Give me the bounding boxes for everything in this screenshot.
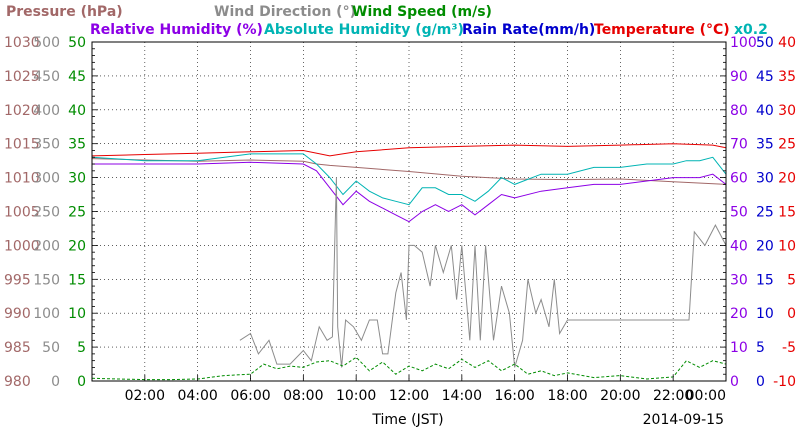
tick-label-humidity: 30 [730, 272, 748, 288]
tick-label-temperature: 40 [778, 35, 796, 51]
tick-label-pressure: 995 [4, 272, 31, 288]
tick-label-humidity: 70 [730, 137, 748, 153]
tick-label-temperature: 35 [778, 69, 796, 85]
series-line-wind_speed [91, 356, 727, 381]
tick-label-humidity: 90 [730, 69, 748, 85]
tick-label-temperature: 25 [778, 137, 796, 153]
tick-label-rain_rate: 50 [756, 35, 774, 51]
legend: Pressure (hPa) Wind Direction (°)Wind Spe… [6, 4, 768, 38]
legend-label: Pressure (hPa) [6, 4, 123, 20]
tick-label-pressure: 1005 [4, 205, 40, 221]
series-line-pressure [91, 158, 727, 185]
legend-label: Temperature (°C) [594, 22, 730, 38]
tick-label-wind_direction: 400 [33, 103, 60, 119]
series-line-wind_direction [239, 177, 727, 368]
tick-label-humidity: 10 [730, 340, 748, 356]
tick-label-rain_rate: 20 [756, 238, 774, 254]
tick-label-pressure: 1030 [4, 35, 40, 51]
x-tick-label: 00:00 [686, 388, 726, 404]
legend-label: Wind Speed (m/s) [352, 4, 492, 20]
tick-label-wind_direction: 350 [33, 137, 60, 153]
tick-label-pressure: 990 [4, 306, 31, 322]
tick-label-wind_speed: 50 [68, 35, 86, 51]
tick-label-temperature: 0 [787, 306, 796, 322]
tick-label-humidity: 100 [730, 35, 757, 51]
tick-label-wind_speed: 5 [77, 340, 86, 356]
tick-label-rain_rate: 45 [756, 69, 774, 85]
tick-label-wind_speed: 15 [68, 272, 86, 288]
tick-label-humidity: 40 [730, 238, 748, 254]
series-layer [91, 143, 727, 382]
x-tick-label: 08:00 [283, 388, 323, 404]
x-tick-label: 22:00 [653, 388, 693, 404]
tick-label-temperature: -10 [773, 374, 796, 390]
x-tick-label: 02:00 [125, 388, 165, 404]
tick-label-wind_direction: 100 [33, 306, 60, 322]
x-tick-label: 10:00 [336, 388, 376, 404]
tick-label-rain_rate: 5 [756, 340, 765, 356]
tick-label-pressure: 980 [4, 374, 31, 390]
tick-label-humidity: 0 [730, 374, 739, 390]
tick-label-pressure: 1025 [4, 69, 40, 85]
x-tick-label: 20:00 [600, 388, 640, 404]
x-tick-label: 04:00 [177, 388, 217, 404]
tick-label-humidity: 20 [730, 306, 748, 322]
tick-label-humidity: 50 [730, 205, 748, 221]
tick-label-wind_speed: 40 [68, 103, 86, 119]
tick-label-pressure: 1015 [4, 137, 40, 153]
tick-label-humidity: 60 [730, 171, 748, 187]
series-line-humidity [91, 153, 727, 206]
tick-label-rain_rate: 25 [756, 205, 774, 221]
tick-label-wind_direction: 300 [33, 171, 60, 187]
tick-label-rain_rate: 30 [756, 171, 774, 187]
tick-label-rain_rate: 15 [756, 272, 774, 288]
tick-label-wind_speed: 30 [68, 171, 86, 187]
x-tick-label: 06:00 [230, 388, 270, 404]
tick-label-wind_speed: 25 [68, 205, 86, 221]
tick-label-pressure: 1020 [4, 103, 40, 119]
x-axis-title: Time (JST) [371, 412, 443, 428]
tick-label-temperature: 20 [778, 171, 796, 187]
tick-label-wind_direction: 0 [51, 374, 60, 390]
x-tick-label: 18:00 [547, 388, 587, 404]
date-label: 2014-09-15 [643, 412, 724, 428]
tick-label-wind_speed: 10 [68, 306, 86, 322]
tick-label-rain_rate: 40 [756, 103, 774, 119]
tick-label-rain_rate: 35 [756, 137, 774, 153]
tick-label-wind_direction: 50 [42, 340, 60, 356]
legend-label: Rain Rate(mm/h) [462, 22, 595, 38]
series-line-humidity [92, 161, 727, 223]
legend-label: Relative Humidity (%) [90, 22, 263, 38]
tick-label-pressure: 1000 [4, 238, 40, 254]
series-line-temperature [91, 143, 727, 157]
x-tick-label: 14:00 [442, 388, 482, 404]
tick-label-pressure: 1010 [4, 171, 40, 187]
tick-label-temperature: 10 [778, 238, 796, 254]
tick-label-wind_direction: 250 [33, 205, 60, 221]
legend-label: Wind Direction (°) [214, 4, 356, 20]
tick-label-wind_direction: 200 [33, 238, 60, 254]
grid [92, 42, 726, 381]
tick-label-temperature: 5 [787, 272, 796, 288]
tick-label-wind_speed: 45 [68, 69, 86, 85]
legend-label: Absolute Humidity (g/m³) [264, 22, 464, 38]
tick-label-temperature: 15 [778, 205, 796, 221]
legend-label: x0.2 [734, 22, 768, 38]
tick-label-rain_rate: 10 [756, 306, 774, 322]
tick-label-wind_speed: 20 [68, 238, 86, 254]
tick-label-wind_speed: 0 [77, 374, 86, 390]
tick-label-temperature: 30 [778, 103, 796, 119]
tick-label-wind_direction: 450 [33, 69, 60, 85]
tick-label-wind_speed: 35 [68, 137, 86, 153]
tick-label-pressure: 985 [4, 340, 31, 356]
tick-label-temperature: -5 [782, 340, 796, 356]
tick-label-wind_direction: 500 [33, 35, 60, 51]
x-tick-label: 12:00 [389, 388, 429, 404]
tick-label-humidity: 80 [730, 103, 748, 119]
axes-labels: 9809859909951000100510101015102010251030… [4, 35, 796, 404]
tick-label-wind_direction: 150 [33, 272, 60, 288]
tick-label-rain_rate: 0 [756, 374, 765, 390]
x-tick-label: 16:00 [494, 388, 534, 404]
